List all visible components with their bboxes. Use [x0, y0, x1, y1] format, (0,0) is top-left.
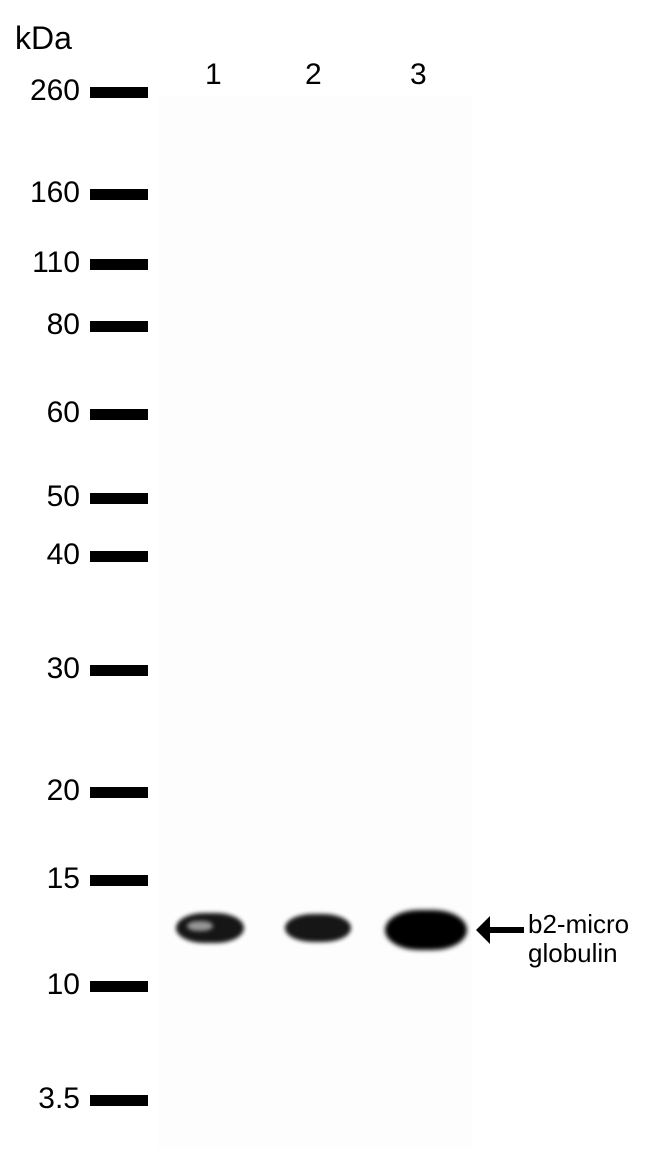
ladder-label: 110	[32, 246, 80, 280]
target-arrow-head	[476, 916, 490, 944]
ladder-label: 80	[47, 308, 80, 342]
ladder-label: 3.5	[38, 1082, 80, 1116]
ladder-tick	[90, 875, 148, 886]
ladder-tick	[90, 665, 148, 676]
ladder-label: 60	[47, 396, 80, 430]
ladder-tick	[90, 493, 148, 504]
band-highlight	[187, 921, 213, 931]
band-lane-2	[285, 914, 351, 942]
target-label: b2-microglobulin	[528, 910, 629, 967]
ladder-label: 40	[47, 538, 80, 572]
ladder-tick	[90, 1095, 148, 1106]
ladder-tick	[90, 787, 148, 798]
ladder-label: 30	[47, 652, 80, 686]
ladder-label: 50	[47, 480, 80, 514]
ladder-tick	[90, 981, 148, 992]
ladder-tick	[90, 189, 148, 200]
ladder-tick	[90, 321, 148, 332]
ladder-tick	[90, 259, 148, 270]
target-arrow-shaft	[490, 927, 524, 933]
ladder-tick	[90, 409, 148, 420]
blot-membrane	[158, 96, 472, 1148]
axis-unit-label: kDa	[15, 20, 72, 57]
target-label-line: b2-micro	[528, 910, 629, 939]
ladder-tick	[90, 87, 148, 98]
western-blot-figure: { "figure": { "type": "western-blot", "w…	[0, 0, 650, 1170]
target-label-line: globulin	[528, 939, 629, 968]
lane-label: 1	[205, 58, 222, 92]
lane-label: 2	[305, 58, 322, 92]
ladder-tick	[90, 551, 148, 562]
ladder-label: 260	[30, 74, 80, 108]
ladder-label: 10	[47, 968, 80, 1002]
ladder-label: 160	[30, 176, 80, 210]
band-lane-3	[385, 910, 467, 950]
lane-label: 3	[410, 58, 427, 92]
ladder-label: 20	[47, 774, 80, 808]
ladder-label: 15	[47, 862, 80, 896]
